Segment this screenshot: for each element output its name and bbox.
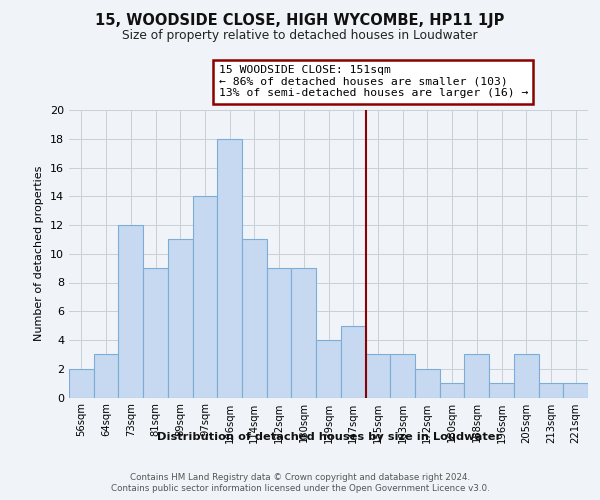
Bar [94,354,118,398]
Bar [464,354,489,398]
Bar [539,383,563,398]
Bar [365,354,390,398]
Bar [440,383,464,398]
Text: Size of property relative to detached houses in Loudwater: Size of property relative to detached ho… [122,29,478,42]
Text: 15, WOODSIDE CLOSE, HIGH WYCOMBE, HP11 1JP: 15, WOODSIDE CLOSE, HIGH WYCOMBE, HP11 1… [95,12,505,28]
Text: Distribution of detached houses by size in Loudwater: Distribution of detached houses by size … [157,432,501,442]
Bar [118,225,143,398]
Bar [267,268,292,398]
Bar [217,139,242,398]
Bar [415,369,440,398]
Bar [563,383,588,398]
Bar [316,340,341,398]
Text: Contains HM Land Registry data © Crown copyright and database right 2024.: Contains HM Land Registry data © Crown c… [130,472,470,482]
Bar [193,196,217,398]
Bar [143,268,168,398]
Bar [514,354,539,398]
Bar [69,369,94,398]
Bar [168,240,193,398]
Text: 15 WOODSIDE CLOSE: 151sqm
← 86% of detached houses are smaller (103)
13% of semi: 15 WOODSIDE CLOSE: 151sqm ← 86% of detac… [218,66,528,98]
Bar [292,268,316,398]
Bar [390,354,415,398]
Bar [489,383,514,398]
Bar [341,326,365,398]
Bar [242,240,267,398]
Y-axis label: Number of detached properties: Number of detached properties [34,166,44,342]
Text: Contains public sector information licensed under the Open Government Licence v3: Contains public sector information licen… [110,484,490,493]
